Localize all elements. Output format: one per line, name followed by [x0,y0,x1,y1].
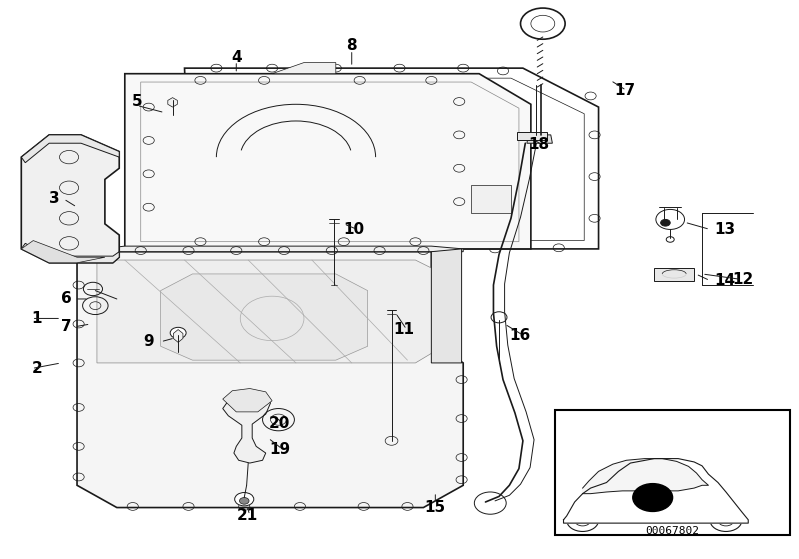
Polygon shape [22,135,119,163]
Text: 21: 21 [237,508,257,523]
Polygon shape [97,260,443,363]
Polygon shape [161,274,368,360]
Text: 10: 10 [344,222,365,237]
Circle shape [661,220,670,226]
Text: 3: 3 [50,191,60,206]
Polygon shape [471,185,511,213]
Polygon shape [77,246,463,252]
Text: 14: 14 [714,273,735,288]
Circle shape [170,328,186,338]
Text: 6: 6 [61,291,72,306]
Polygon shape [272,63,336,74]
Polygon shape [582,458,709,494]
Polygon shape [223,389,272,412]
Circle shape [491,312,507,323]
Polygon shape [125,74,531,249]
Text: 8: 8 [347,39,357,54]
Text: 16: 16 [510,328,531,343]
Polygon shape [173,330,183,342]
Text: 2: 2 [32,361,42,376]
Text: 13: 13 [714,222,735,237]
Bar [555,410,789,536]
Polygon shape [517,132,547,140]
Circle shape [633,484,673,511]
Polygon shape [223,391,271,463]
Text: 9: 9 [143,334,153,349]
Polygon shape [527,135,552,143]
Polygon shape [431,249,462,363]
Polygon shape [168,98,177,107]
Text: 11: 11 [393,322,414,337]
Text: 5: 5 [131,94,142,109]
Text: 20: 20 [269,415,290,430]
Polygon shape [654,268,694,281]
Polygon shape [22,135,119,263]
Text: 18: 18 [528,138,550,153]
Circle shape [666,236,674,242]
Polygon shape [77,252,463,508]
Text: 17: 17 [614,83,636,98]
Circle shape [240,498,249,504]
Polygon shape [22,240,105,263]
Text: 7: 7 [61,319,72,334]
Text: 00067802: 00067802 [646,526,700,536]
Text: 19: 19 [269,442,290,457]
Text: 4: 4 [231,50,241,64]
Text: 15: 15 [425,500,446,515]
Circle shape [235,492,254,506]
Polygon shape [563,458,748,523]
Text: 12: 12 [733,272,753,287]
Text: 1: 1 [32,311,42,326]
Polygon shape [22,243,119,263]
